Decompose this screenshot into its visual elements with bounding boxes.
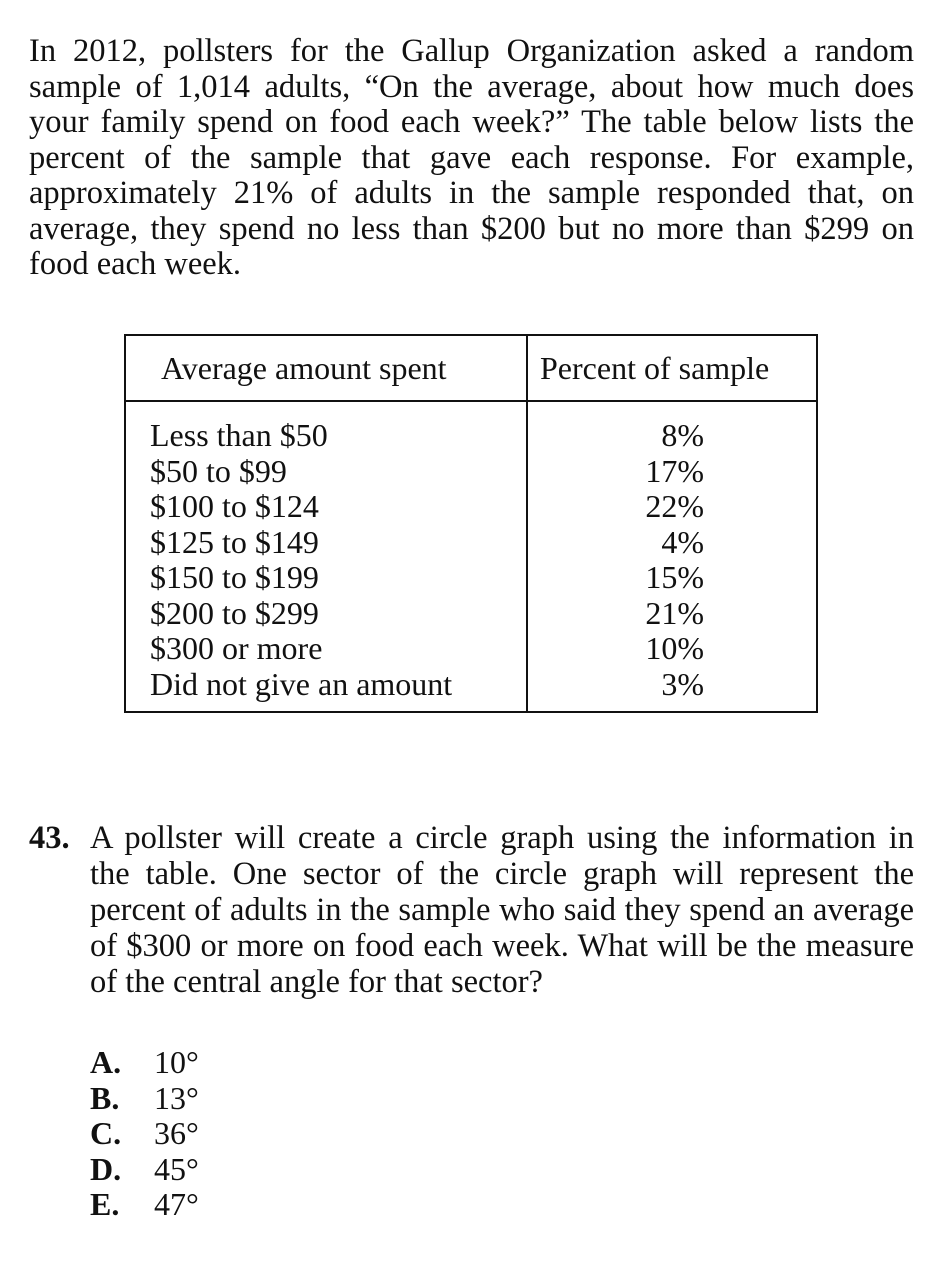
table-row: $300 or more 10% xyxy=(126,630,816,667)
percent-cell: 4% xyxy=(661,523,704,560)
choice-value: 36° xyxy=(154,1115,199,1151)
amount-cell: $150 to $199 xyxy=(150,559,319,595)
percent-cell: 3% xyxy=(661,665,704,702)
amount-cell: $50 to $99 xyxy=(150,452,287,489)
choice-letter: C. xyxy=(90,1115,122,1151)
spending-table: Average amount spent Percent of sample L… xyxy=(124,334,818,713)
table-row: $125 to $149 4% xyxy=(126,523,816,561)
choice-value: 13° xyxy=(154,1079,199,1116)
table-row: $50 to $99 17% xyxy=(126,452,816,490)
header-percent: Percent of sample xyxy=(540,350,770,386)
header-divider xyxy=(126,400,816,402)
percent-cell: 10% xyxy=(645,630,704,666)
amount-cell: $125 to $149 xyxy=(150,523,319,560)
header-amount: Average amount spent xyxy=(161,350,447,386)
choice-letter: A. xyxy=(90,1044,122,1080)
choice-letter: B. xyxy=(90,1079,120,1116)
percent-cell: 17% xyxy=(645,452,704,489)
percent-cell: 21% xyxy=(645,594,704,631)
choice-letter: D. xyxy=(90,1150,122,1187)
table-row: $200 to $299 21% xyxy=(126,594,816,632)
table-row: $100 to $124 22% xyxy=(126,488,816,525)
amount-cell: $100 to $124 xyxy=(150,488,319,524)
choice-value: 47° xyxy=(154,1186,199,1222)
percent-cell: 15% xyxy=(645,559,704,595)
choice-letter: E. xyxy=(90,1186,120,1222)
table-row: Less than $50 8% xyxy=(126,417,816,454)
question-number: 43. xyxy=(29,820,70,856)
table-body: Less than $50 8% $50 to $99 17% $100 to … xyxy=(126,417,816,703)
column-divider xyxy=(526,336,528,711)
choice-value: 45° xyxy=(154,1150,199,1187)
amount-cell: Did not give an amount xyxy=(150,665,453,702)
percent-cell: 8% xyxy=(661,417,704,453)
choice-value: 10° xyxy=(154,1044,199,1080)
question-block: 43. A pollster will create a circle grap… xyxy=(29,820,914,1000)
amount-cell: Less than $50 xyxy=(150,417,328,453)
percent-cell: 22% xyxy=(645,488,704,524)
amount-cell: $200 to $299 xyxy=(150,594,319,631)
table-row: $150 to $199 15% xyxy=(126,559,816,596)
amount-cell: $300 or more xyxy=(150,630,323,666)
intro-paragraph: In 2012, pollsters for the Gallup Organi… xyxy=(29,33,914,282)
question-text: A pollster will create a circle graph us… xyxy=(90,820,914,1000)
table-row: Did not give an amount 3% xyxy=(126,665,816,703)
